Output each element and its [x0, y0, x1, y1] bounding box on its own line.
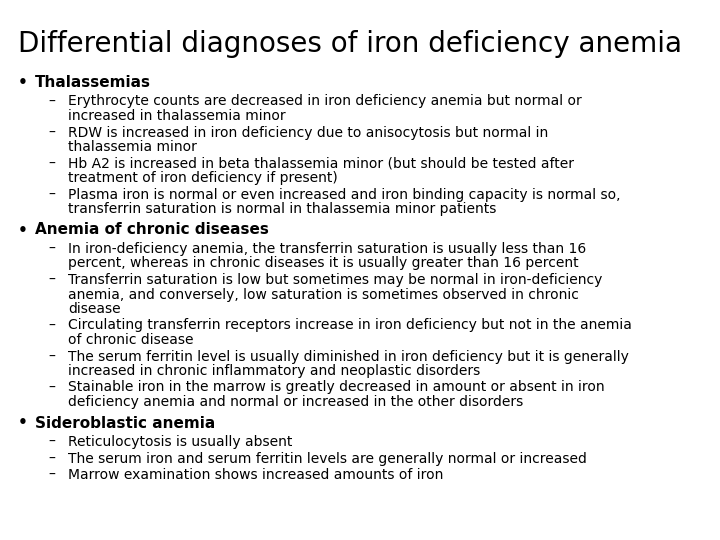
- Text: –: –: [48, 319, 55, 333]
- Text: –: –: [48, 157, 55, 171]
- Text: In iron-deficiency anemia, the transferrin saturation is usually less than 16: In iron-deficiency anemia, the transferr…: [68, 242, 586, 256]
- Text: –: –: [48, 187, 55, 201]
- Text: –: –: [48, 349, 55, 363]
- Text: –: –: [48, 435, 55, 449]
- Text: –: –: [48, 381, 55, 395]
- Text: of chronic disease: of chronic disease: [68, 333, 194, 347]
- Text: •: •: [18, 75, 28, 90]
- Text: percent, whereas in chronic diseases it is usually greater than 16 percent: percent, whereas in chronic diseases it …: [68, 256, 579, 271]
- Text: •: •: [18, 222, 28, 238]
- Text: thalassemia minor: thalassemia minor: [68, 140, 197, 154]
- Text: –: –: [48, 94, 55, 109]
- Text: –: –: [48, 468, 55, 482]
- Text: Anemia of chronic diseases: Anemia of chronic diseases: [35, 222, 269, 238]
- Text: Stainable iron in the marrow is greatly decreased in amount or absent in iron: Stainable iron in the marrow is greatly …: [68, 381, 605, 395]
- Text: Thalassemias: Thalassemias: [35, 75, 151, 90]
- Text: increased in chronic inflammatory and neoplastic disorders: increased in chronic inflammatory and ne…: [68, 364, 480, 378]
- Text: increased in thalassemia minor: increased in thalassemia minor: [68, 109, 286, 123]
- Text: Erythrocyte counts are decreased in iron deficiency anemia but normal or: Erythrocyte counts are decreased in iron…: [68, 94, 582, 109]
- Text: –: –: [48, 242, 55, 256]
- Text: Circulating transferrin receptors increase in iron deficiency but not in the ane: Circulating transferrin receptors increa…: [68, 319, 632, 333]
- Text: Hb A2 is increased in beta thalassemia minor (but should be tested after: Hb A2 is increased in beta thalassemia m…: [68, 157, 574, 171]
- Text: –: –: [48, 273, 55, 287]
- Text: –: –: [48, 451, 55, 465]
- Text: Differential diagnoses of iron deficiency anemia: Differential diagnoses of iron deficienc…: [18, 30, 682, 58]
- Text: •: •: [18, 415, 28, 430]
- Text: disease: disease: [68, 302, 121, 316]
- Text: –: –: [48, 125, 55, 139]
- Text: transferrin saturation is normal in thalassemia minor patients: transferrin saturation is normal in thal…: [68, 202, 496, 216]
- Text: Reticulocytosis is usually absent: Reticulocytosis is usually absent: [68, 435, 292, 449]
- Text: Plasma iron is normal or even increased and iron binding capacity is normal so,: Plasma iron is normal or even increased …: [68, 187, 621, 201]
- Text: The serum iron and serum ferritin levels are generally normal or increased: The serum iron and serum ferritin levels…: [68, 451, 587, 465]
- Text: Sideroblastic anemia: Sideroblastic anemia: [35, 415, 215, 430]
- Text: Transferrin saturation is low but sometimes may be normal in iron-deficiency: Transferrin saturation is low but someti…: [68, 273, 603, 287]
- Text: Marrow examination shows increased amounts of iron: Marrow examination shows increased amoun…: [68, 468, 444, 482]
- Text: RDW is increased in iron deficiency due to anisocytosis but normal in: RDW is increased in iron deficiency due …: [68, 125, 548, 139]
- Text: treatment of iron deficiency if present): treatment of iron deficiency if present): [68, 171, 338, 185]
- Text: anemia, and conversely, low saturation is sometimes observed in chronic: anemia, and conversely, low saturation i…: [68, 287, 579, 301]
- Text: deficiency anemia and normal or increased in the other disorders: deficiency anemia and normal or increase…: [68, 395, 523, 409]
- Text: The serum ferritin level is usually diminished in iron deficiency but it is gene: The serum ferritin level is usually dimi…: [68, 349, 629, 363]
